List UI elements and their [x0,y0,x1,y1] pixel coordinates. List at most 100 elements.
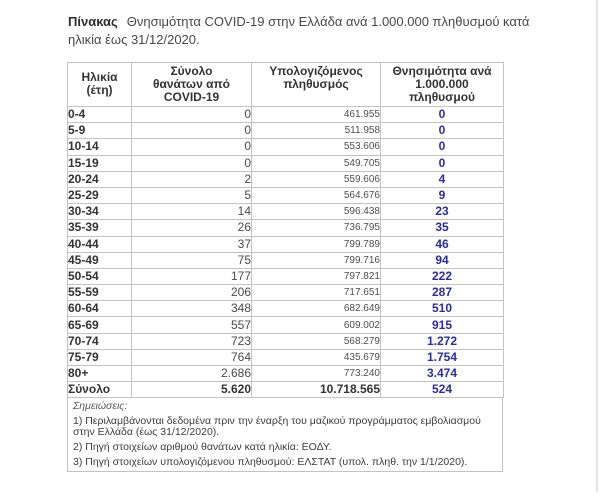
cell-age: 10-14 [67,138,132,156]
note-item: 2) Πηγή στοιχείων αριθμού θανάτων κατά η… [73,441,332,454]
cell-deaths: 2.686 [131,364,252,383]
cell-population: 549.705 [251,154,381,172]
cell-mortality: 510 [380,300,504,318]
cell-total-deaths: 5.620 [131,381,252,399]
cell-deaths: 557 [131,316,252,334]
cell-age: 50-54 [67,267,132,286]
note-item: 3) Πηγή στοιχείων υπολογιζόμενου πληθυσμ… [73,456,468,469]
cell-total-population: 10.718.565 [251,381,381,399]
cell-deaths: 348 [131,300,252,318]
cell-deaths: 2 [131,170,252,188]
header-line: (έτη) [86,83,113,97]
header-line: θανάτων από [153,77,230,91]
table-row: 65-69 557 609.002 915 [67,316,504,334]
cell-mortality: 4 [380,170,504,188]
cell-mortality: 287 [380,284,504,302]
cell-population: 511.958 [251,122,381,140]
cell-deaths: 37 [131,235,252,253]
cell-mortality: 222 [380,267,504,286]
cell-deaths: 764 [131,348,252,367]
total-row: Σύνολο 5.620 10.718.565 524 [67,381,504,399]
cell-population: 553.606 [251,138,381,156]
cell-age: 70-74 [67,332,132,350]
table-row: 10-14 0 553.606 0 [67,138,504,156]
cell-population: 736.795 [251,219,381,237]
table-row: 70-74 723 568.279 1.272 [67,332,504,350]
header-line: 1.000.000 [415,77,469,91]
cell-mortality: 0 [380,154,504,172]
cell-mortality: 0 [380,138,504,156]
cell-deaths: 206 [131,284,252,302]
cell-population: 799.716 [251,251,381,269]
table-row: 40-44 37 799.789 46 [67,235,504,253]
header-line: Υπολογιζόμενος [269,64,363,78]
cell-deaths: 0 [131,154,252,172]
cell-population: 564.676 [251,186,381,205]
cell-deaths: 0 [131,105,252,124]
cell-deaths: 14 [131,203,252,221]
notes-heading: Σημειώσεις: [73,400,128,413]
cell-age: 20-24 [67,170,132,188]
header-line: πληθυσμού [408,90,476,104]
caption-label: Πίνακας [68,14,118,29]
cell-mortality: 35 [380,219,504,237]
cell-mortality: 9 [380,186,504,205]
cell-deaths: 0 [131,138,252,156]
note-item: 1) Περιλαμβάνονται δεδομένα πριν την ένα… [73,415,481,439]
header-population: Υπολογιζόμενος πληθυσμός [251,62,381,107]
cell-age: 55-59 [67,284,132,302]
cell-age: 40-44 [67,235,132,253]
table-row: 15-19 0 549.705 0 [67,154,504,172]
cell-mortality: 3.474 [380,364,504,383]
cell-mortality: 1.754 [380,348,504,367]
cell-deaths: 177 [131,267,252,286]
table-row: 35-39 26 736.795 35 [67,219,504,237]
cell-mortality: 46 [380,235,504,253]
header-mortality: Θνησιμότητα ανά 1.000.000 πληθυσμού [380,62,504,107]
cell-age: 65-69 [67,316,132,334]
header-line: Σύνολο [170,64,213,78]
cell-age: 60-64 [67,300,132,318]
header-line: Ηλικία [81,70,118,84]
cell-population: 435.679 [251,348,381,367]
cell-population: 682.649 [251,300,381,318]
table-row: 80+ 2.686 773.240 3.474 [67,364,504,383]
header-age: Ηλικία (έτη) [67,62,132,107]
header-line: Θνησιμότητα ανά [392,64,492,78]
cell-age: 5-9 [67,122,132,140]
cell-deaths: 0 [131,122,252,140]
cell-total-label: Σύνολο [67,381,132,399]
cell-population: 797.821 [251,267,381,286]
table-area: Ηλικία (έτη) Σύνολο θανάτων από COVID-19… [67,62,504,473]
cell-age: 45-49 [67,251,132,269]
cell-mortality: 0 [380,105,504,124]
cell-population: 568.279 [251,332,381,350]
table-row: 0-4 0 461.955 0 [67,105,504,124]
table-row: 60-64 348 682.649 510 [67,300,504,318]
cell-mortality: 0 [380,122,504,140]
table-row: 75-79 764 435.679 1.754 [67,348,504,367]
notes-box: Σημειώσεις: 1) Περιλαμβάνονται δεδομένα … [67,398,503,473]
table-header: Ηλικία (έτη) Σύνολο θανάτων από COVID-19… [67,62,504,107]
table-row: 30-34 14 596.438 23 [67,203,504,221]
cell-age: 25-29 [67,186,132,205]
cell-deaths: 75 [131,251,252,269]
cell-population: 461.955 [251,105,381,124]
cell-total-mortality: 524 [380,381,504,399]
cell-age: 0-4 [67,105,132,124]
table-body: 0-4 0 461.955 0 5-9 0 511.958 0 10-14 0 … [67,105,504,399]
cell-population: 596.438 [251,203,381,221]
mortality-table: Ηλικία (έτη) Σύνολο θανάτων από COVID-19… [67,62,504,399]
cell-mortality: 1.272 [380,332,504,350]
cell-deaths: 26 [131,219,252,237]
cell-mortality: 23 [380,203,504,221]
table-row: 20-24 2 559.606 4 [67,170,504,188]
header-line: πληθυσμός [283,77,349,91]
cell-population: 717.651 [251,284,381,302]
cell-age: 15-19 [67,154,132,172]
table-caption: Πίνακας Θνησιμότητα COVID-19 στην Ελλάδα … [68,13,548,49]
table-row: 50-54 177 797.821 222 [67,267,504,286]
cell-population: 559.606 [251,170,381,188]
cell-population: 609.002 [251,316,381,334]
